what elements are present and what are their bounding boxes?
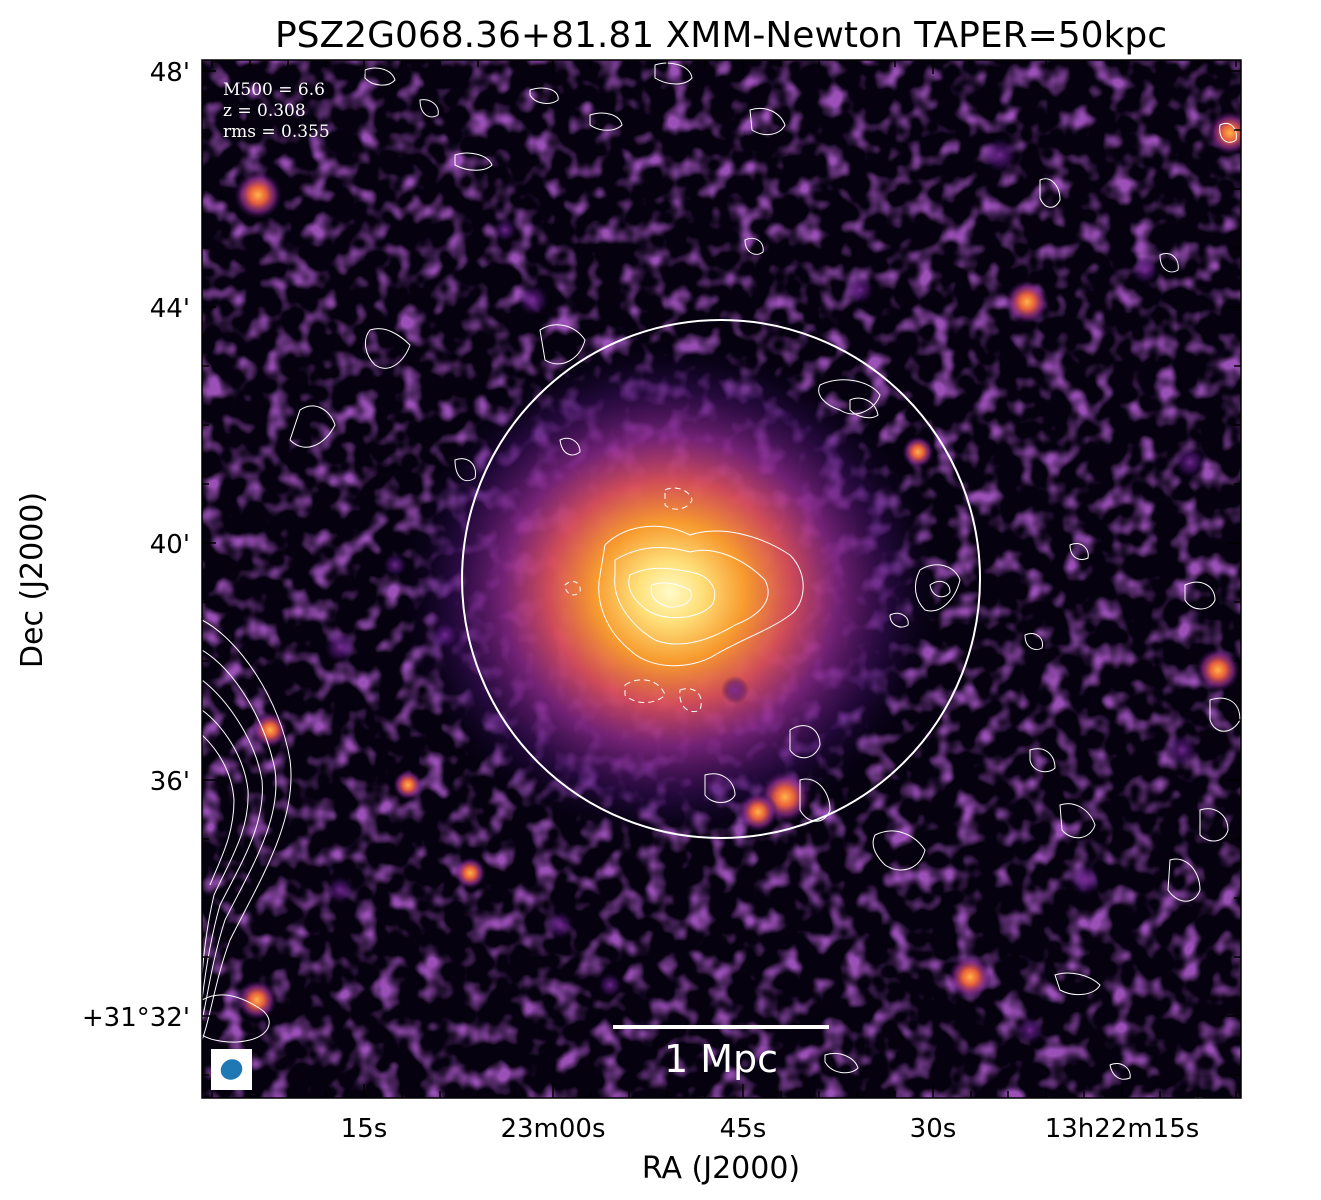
- r500-circle: [461, 319, 981, 839]
- x-axis-title: RA (J2000): [642, 1151, 800, 1186]
- figure-title: PSZ2G068.36+81.81 XMM-Newton TAPER=50kpc: [275, 15, 1167, 56]
- axis-ticks: [202, 60, 1241, 1098]
- scale-bar-label: 1 Mpc: [664, 1037, 778, 1081]
- radio-contours: [202, 62, 1241, 1098]
- x-tick-label: 23m00s: [500, 1114, 605, 1144]
- rms-label: rms = 0.355: [223, 122, 330, 142]
- m500-label: M500 = 6.6: [223, 80, 325, 100]
- beam-ellipse: [220, 1059, 243, 1080]
- y-tick-label: 36': [150, 767, 190, 797]
- y-tick-label: 48': [150, 58, 190, 88]
- y-axis-title: Dec (J2000): [15, 492, 50, 668]
- redshift-label: z = 0.308: [223, 101, 306, 121]
- cluster-emission: [400, 342, 940, 842]
- point-sources: [234, 111, 1241, 1044]
- x-tick-label: 15s: [341, 1114, 388, 1144]
- x-tick-label: 30s: [910, 1114, 957, 1144]
- y-tick-label: +31°32': [82, 1003, 190, 1033]
- x-tick-label: 45s: [720, 1114, 767, 1144]
- y-tick-label: 44': [150, 294, 190, 324]
- y-tick-label: 40': [150, 530, 190, 560]
- plot-frame: [201, 59, 1242, 1099]
- xray-image: M500 = 6.6 z = 0.308 rms = 0.355 1 Mpc: [202, 60, 1241, 1098]
- x-tick-label: 13h22m15s: [1045, 1114, 1200, 1144]
